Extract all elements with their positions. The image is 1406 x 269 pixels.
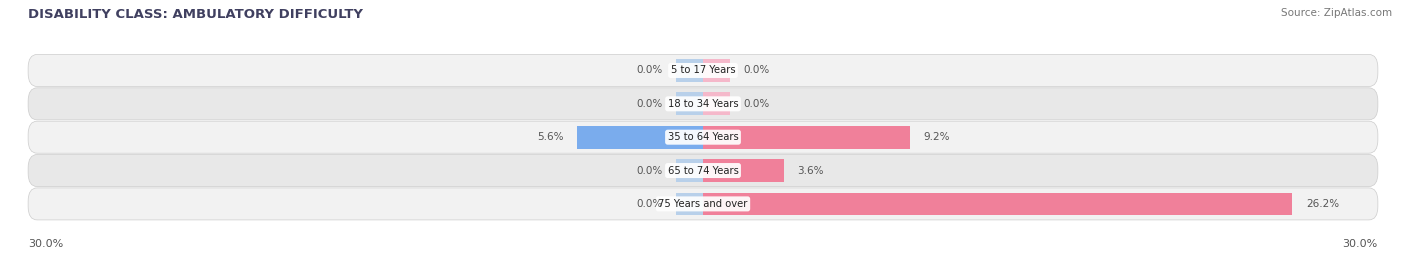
Text: 75 Years and over: 75 Years and over — [658, 199, 748, 209]
Bar — [676, 193, 703, 215]
Text: 0.0%: 0.0% — [744, 65, 769, 76]
FancyBboxPatch shape — [28, 88, 1378, 120]
Text: 0.0%: 0.0% — [637, 65, 662, 76]
Text: DISABILITY CLASS: AMBULATORY DIFFICULTY: DISABILITY CLASS: AMBULATORY DIFFICULTY — [28, 8, 363, 21]
Text: 0.0%: 0.0% — [637, 99, 662, 109]
Legend: Male, Female: Male, Female — [636, 267, 770, 269]
Text: 30.0%: 30.0% — [28, 239, 63, 249]
Text: 30.0%: 30.0% — [1343, 239, 1378, 249]
Text: 3.6%: 3.6% — [797, 165, 824, 176]
Bar — [703, 193, 1292, 215]
Bar — [676, 93, 703, 115]
Text: 9.2%: 9.2% — [924, 132, 950, 142]
Bar — [676, 59, 703, 82]
Bar — [676, 159, 703, 182]
Text: 26.2%: 26.2% — [1306, 199, 1339, 209]
FancyBboxPatch shape — [28, 188, 1378, 220]
Text: 0.0%: 0.0% — [637, 199, 662, 209]
FancyBboxPatch shape — [28, 154, 1378, 187]
Bar — [703, 93, 730, 115]
Bar — [703, 59, 730, 82]
Bar — [703, 126, 910, 148]
Text: 18 to 34 Years: 18 to 34 Years — [668, 99, 738, 109]
Text: 5 to 17 Years: 5 to 17 Years — [671, 65, 735, 76]
Text: 0.0%: 0.0% — [744, 99, 769, 109]
Bar — [576, 126, 703, 148]
Bar — [703, 159, 785, 182]
Text: 35 to 64 Years: 35 to 64 Years — [668, 132, 738, 142]
Text: Source: ZipAtlas.com: Source: ZipAtlas.com — [1281, 8, 1392, 18]
FancyBboxPatch shape — [28, 121, 1378, 153]
Text: 5.6%: 5.6% — [537, 132, 564, 142]
FancyBboxPatch shape — [28, 54, 1378, 87]
Text: 65 to 74 Years: 65 to 74 Years — [668, 165, 738, 176]
Text: 0.0%: 0.0% — [637, 165, 662, 176]
